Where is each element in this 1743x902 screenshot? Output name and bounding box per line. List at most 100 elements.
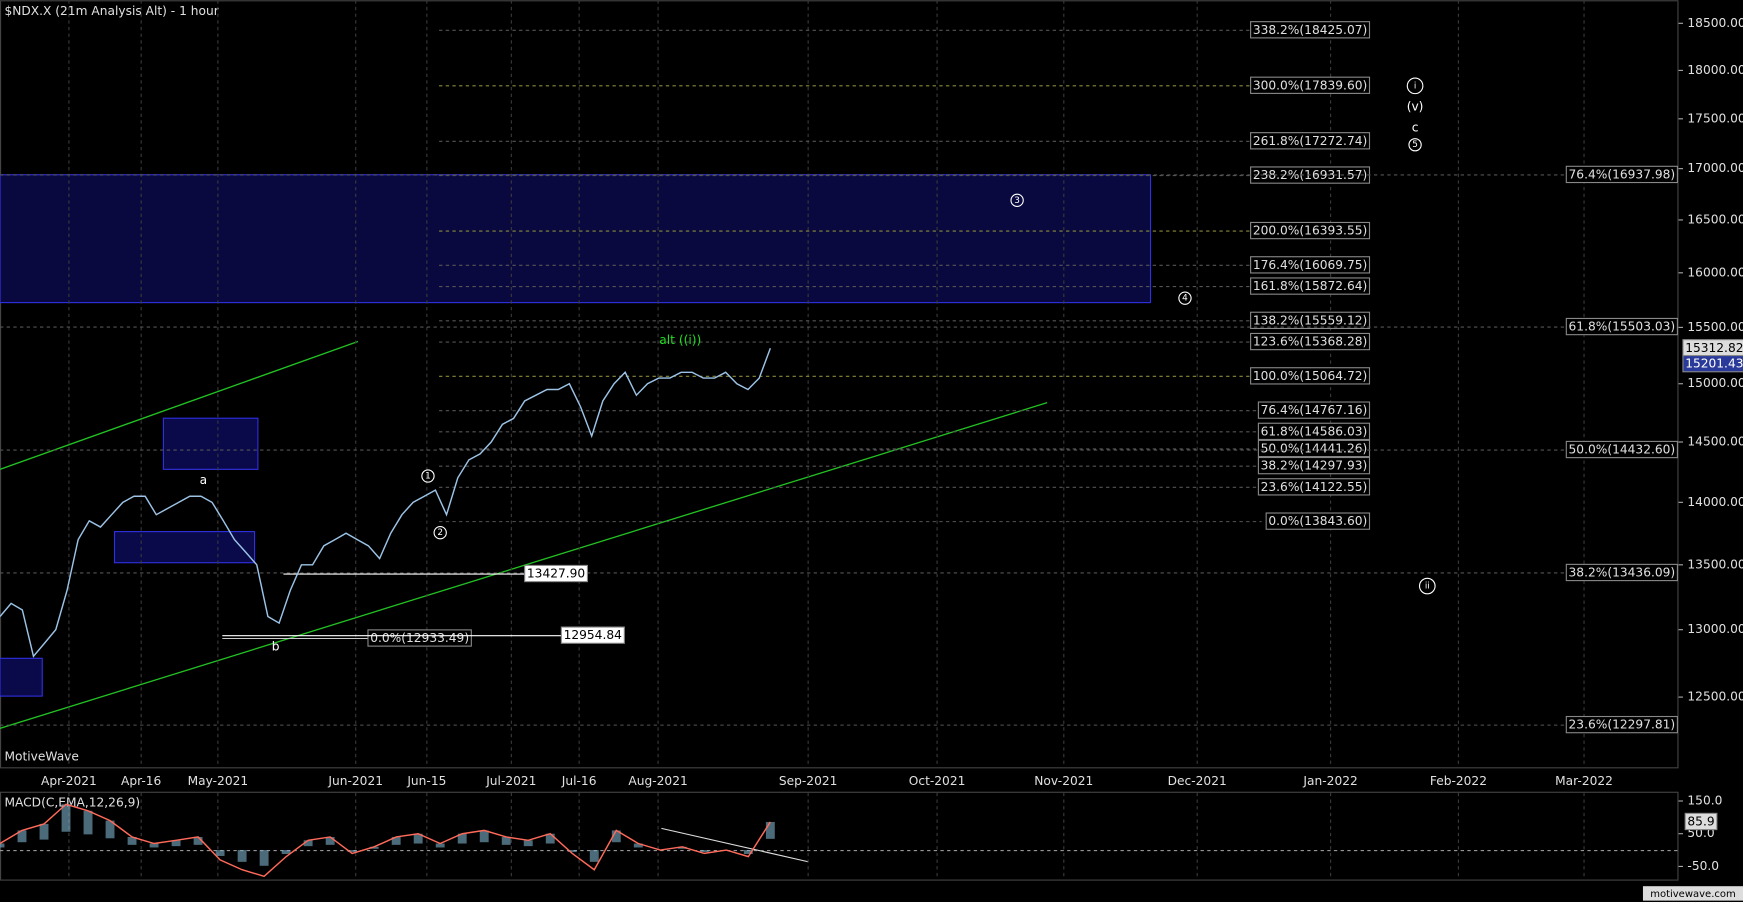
fib-label-box — [1250, 21, 1371, 39]
y-tick-label: 13500.00 — [1687, 557, 1743, 571]
footer: motivewave.com — [1650, 889, 1736, 900]
fib-label-box — [1250, 256, 1371, 274]
macd-hist — [39, 823, 49, 840]
fib-label: 123.6%(15368.28) — [1253, 335, 1367, 349]
x-tick-label: Jun-2021 — [327, 774, 383, 788]
fib-label-box — [1565, 715, 1678, 734]
y-tick-label: 15500.00 — [1687, 320, 1743, 334]
swing-label: 12954.84 — [564, 628, 623, 642]
y-tick-label: 17500.00 — [1687, 111, 1743, 125]
fib-label-box — [1565, 563, 1678, 582]
macd-hist — [215, 850, 225, 856]
x-tick-label: Sep-2021 — [779, 774, 838, 788]
y-tick-label: 150.0 — [1687, 793, 1722, 807]
fib-label: 338.2%(18425.07) — [1253, 23, 1367, 37]
swing-label-box — [524, 564, 588, 583]
data-layer: Apr-2021 Apr-16 May-2021 Jun-2021 Jun-15 Jul-… — [0, 0, 1743, 880]
macd-hist — [457, 833, 467, 844]
target-box — [0, 174, 1152, 304]
trend-line — [0, 402, 1048, 729]
fib-label-box — [1565, 440, 1678, 459]
fib-label: 23.6%(12297.81) — [1569, 718, 1676, 732]
wave-label: 3 — [1014, 196, 1020, 206]
fib-label: 100.0%(15064.72) — [1253, 369, 1367, 383]
swing-label-box — [560, 626, 625, 644]
x-tick-label: Apr-2021 — [41, 774, 97, 788]
fib-label-box — [1250, 76, 1371, 94]
macd-hist — [743, 850, 753, 855]
wave-label: 4 — [1182, 294, 1188, 304]
swing-label: 13427.90 — [527, 567, 585, 581]
macd-hist — [567, 850, 577, 853]
x-tick-label: May-2021 — [188, 774, 249, 788]
x-tick-label: Apr-16 — [121, 774, 161, 788]
macd-trend-line — [661, 827, 809, 863]
fib-label-box — [1565, 317, 1678, 336]
macd-hist — [325, 836, 335, 845]
x-tick-label: Oct-2021 — [909, 774, 966, 788]
macd-hist — [281, 850, 291, 855]
macd-hist — [523, 840, 533, 847]
fib-label: 176.4%(16069.75) — [1253, 258, 1367, 272]
wave-circle — [1406, 77, 1424, 95]
y-tick-label: 14500.00 — [1687, 435, 1743, 449]
wave-label: b — [272, 640, 280, 654]
macd-hist — [391, 836, 401, 845]
macd-hist — [765, 821, 775, 839]
fib-label: 261.8%(17272.74) — [1253, 134, 1367, 148]
x-tick-label: Feb-2022 — [1430, 774, 1487, 788]
brand: MotiveWave — [4, 750, 79, 764]
price-label-box — [1682, 354, 1743, 373]
wave-label: alt ((i)) — [659, 333, 701, 347]
y-tick-label: 12500.00 — [1687, 690, 1743, 704]
macd-hist — [435, 843, 445, 848]
x-tick-label: Dec-2021 — [1168, 774, 1227, 788]
macd-hist — [545, 833, 555, 844]
fib-label: 200.0%(16393.55) — [1253, 224, 1367, 238]
fib-label: 23.6%(14122.55) — [1261, 480, 1368, 494]
fib-label-box — [1565, 165, 1678, 184]
wave-label: a — [200, 473, 208, 487]
macd-last-label: 85.9 — [1687, 814, 1714, 828]
macd-hist — [369, 846, 379, 849]
wave-label: (v) — [1407, 99, 1424, 113]
fib-label-box — [1265, 512, 1371, 530]
fib-label: 50.0%(14441.26) — [1261, 441, 1368, 455]
wave-label: c — [1412, 121, 1419, 135]
macd-hist — [171, 840, 181, 847]
wave-label: i — [1414, 81, 1416, 91]
macd-hist — [193, 836, 203, 845]
fib-label-box — [1257, 401, 1371, 419]
y-tick-label: 18500.00 — [1687, 16, 1743, 30]
fib-label-box — [1250, 132, 1371, 150]
macd-line — [0, 803, 771, 878]
wave-circle — [433, 526, 447, 540]
macd-panel — [0, 791, 1679, 881]
price-panel — [0, 0, 1679, 769]
wave-label: 1 — [425, 472, 431, 482]
chart-title: $NDX.X (21m Analysis Alt) - 1 hour — [4, 4, 219, 18]
target-box — [113, 531, 256, 564]
x-tick-label: Mar-2022 — [1555, 774, 1613, 788]
fib-label-box — [1257, 439, 1371, 458]
wave-circle — [1178, 291, 1192, 305]
macd-hist — [83, 810, 93, 835]
wave-circle — [1010, 193, 1024, 208]
fib-label: 0.0%(13843.60) — [1268, 514, 1367, 528]
x-tick-label: Nov-2021 — [1034, 774, 1093, 788]
fib-label-box — [1257, 422, 1371, 441]
price-line — [0, 348, 772, 658]
trend-line — [0, 340, 359, 470]
last-price-label: 15312.82 — [1685, 341, 1743, 355]
macd-hist — [105, 820, 115, 839]
wave-label: 2 — [437, 528, 443, 538]
macd-hist — [479, 830, 489, 843]
fib-label: 50.0%(14432.60) — [1569, 443, 1676, 457]
macd-hist — [237, 850, 247, 862]
footer-box — [1642, 886, 1743, 901]
y-tick-label: 16500.00 — [1687, 212, 1743, 226]
fib-label: 61.8%(14586.03) — [1261, 424, 1368, 438]
target-box — [0, 657, 43, 697]
wave-label: ii — [1425, 582, 1430, 592]
